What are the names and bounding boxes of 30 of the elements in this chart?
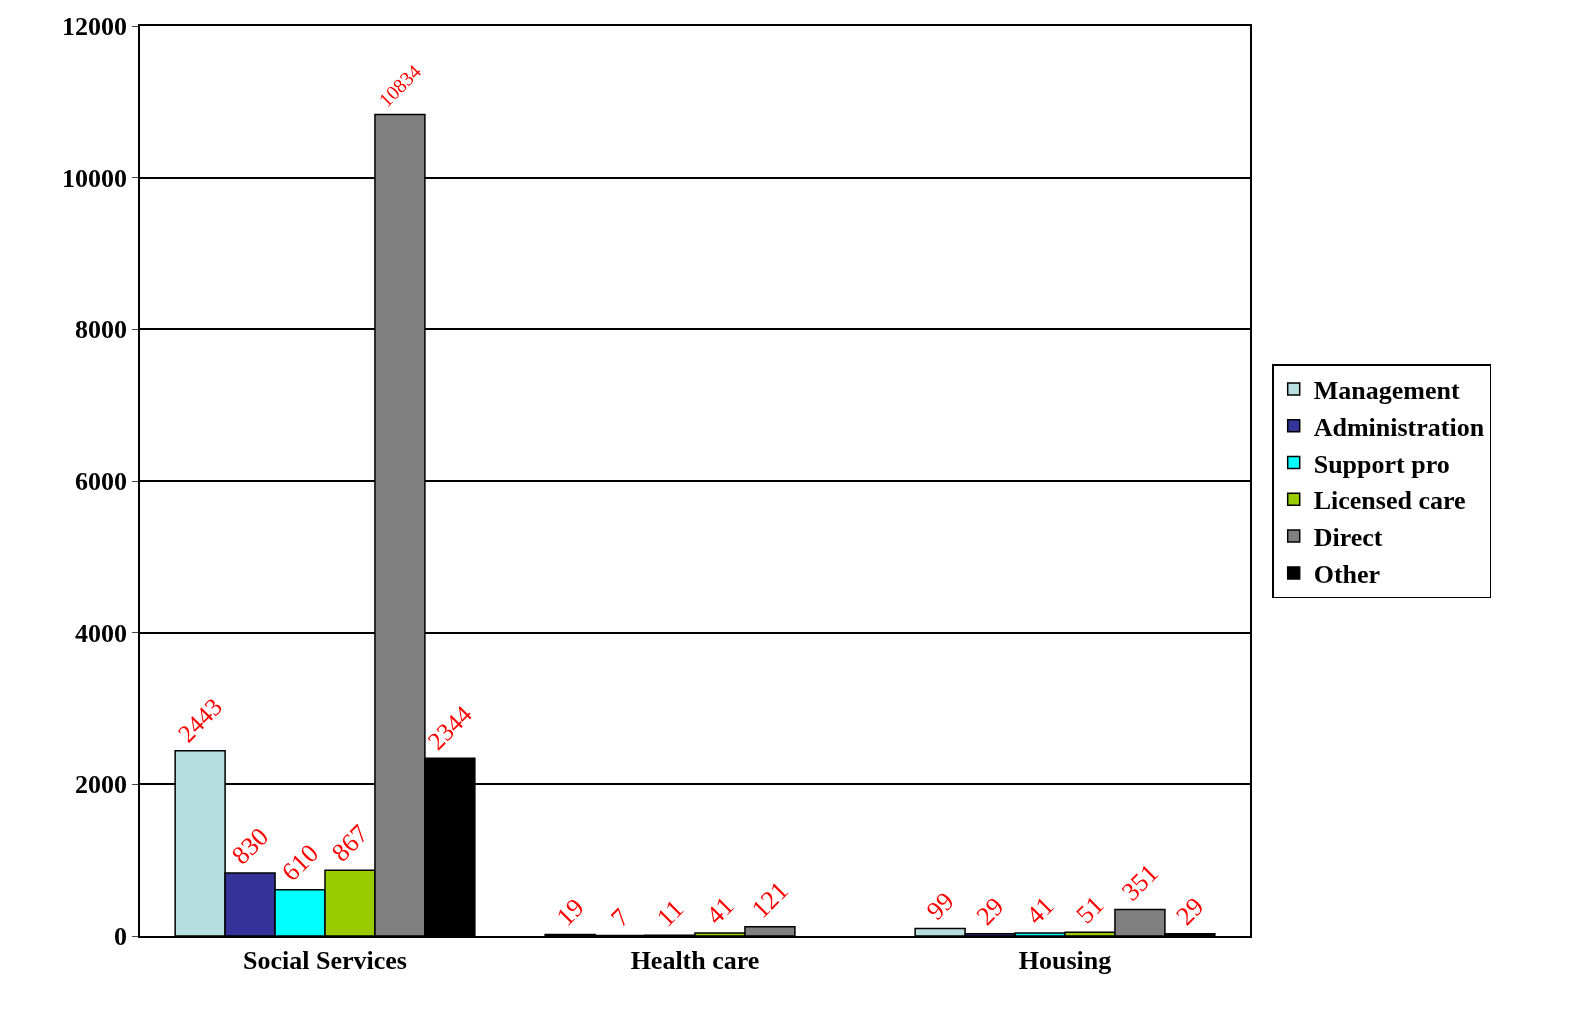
legend-label: Direct (1313, 523, 1383, 553)
data-label: 29 (970, 891, 1010, 931)
legend-label: Licensed care (1313, 486, 1466, 516)
data-label: 867 (325, 819, 375, 868)
y-tick-label: 2000 (75, 770, 128, 800)
legend-label: Other (1313, 560, 1381, 590)
data-label: 610 (275, 838, 325, 887)
data-label: 51 (1070, 890, 1110, 930)
data-label: 41 (700, 891, 740, 930)
y-tick-label: 4000 (75, 618, 128, 648)
y-tick-label: 0 (114, 922, 128, 952)
x-tick-label: Social Services (243, 945, 407, 975)
data-label: 7 (605, 902, 635, 933)
y-tick-label: 12000 (62, 12, 128, 42)
data-label: 351 (1115, 858, 1164, 907)
data-label: 121 (745, 875, 794, 924)
y-tick-label: 8000 (75, 315, 128, 345)
data-label: 11 (650, 893, 690, 933)
y-tick-label: 6000 (75, 467, 128, 497)
data-label: 99 (920, 886, 960, 926)
legend-label: Support pro (1313, 449, 1450, 479)
y-tick-label: 10000 (62, 163, 128, 193)
data-label: 830 (226, 821, 275, 871)
data-label: 19 (550, 892, 590, 932)
legend-label: Administration (1313, 412, 1485, 442)
x-tick-label: Health care (630, 945, 760, 975)
legend-label: Management (1313, 376, 1460, 406)
data-label: 41 (1020, 891, 1060, 930)
x-tick-label: Housing (1018, 945, 1112, 975)
data-label: 29 (1170, 891, 1210, 931)
